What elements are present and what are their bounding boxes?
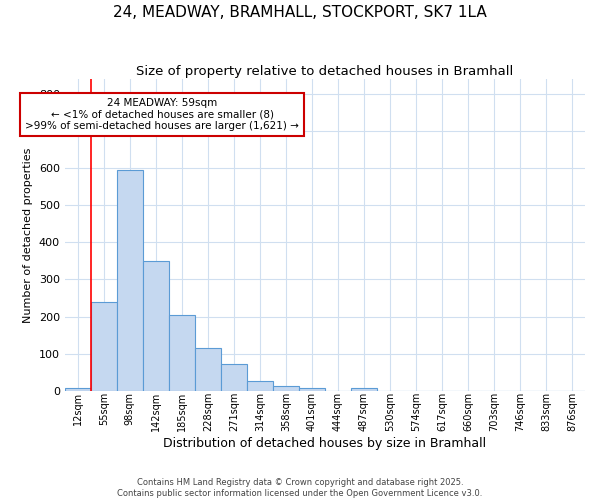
Text: 24, MEADWAY, BRAMHALL, STOCKPORT, SK7 1LA: 24, MEADWAY, BRAMHALL, STOCKPORT, SK7 1L… — [113, 5, 487, 20]
Bar — [65, 388, 91, 390]
Bar — [117, 170, 143, 390]
Text: Contains HM Land Registry data © Crown copyright and database right 2025.
Contai: Contains HM Land Registry data © Crown c… — [118, 478, 482, 498]
Bar — [169, 314, 195, 390]
Title: Size of property relative to detached houses in Bramhall: Size of property relative to detached ho… — [136, 65, 514, 78]
Bar — [273, 386, 299, 390]
Bar — [143, 261, 169, 390]
Bar — [351, 388, 377, 390]
Bar — [221, 364, 247, 390]
Bar — [247, 380, 273, 390]
Bar — [91, 302, 117, 390]
Bar — [195, 348, 221, 391]
X-axis label: Distribution of detached houses by size in Bramhall: Distribution of detached houses by size … — [163, 437, 487, 450]
Text: 24 MEADWAY: 59sqm
← <1% of detached houses are smaller (8)
>99% of semi-detached: 24 MEADWAY: 59sqm ← <1% of detached hous… — [25, 98, 299, 131]
Y-axis label: Number of detached properties: Number of detached properties — [23, 147, 33, 322]
Bar — [299, 388, 325, 390]
